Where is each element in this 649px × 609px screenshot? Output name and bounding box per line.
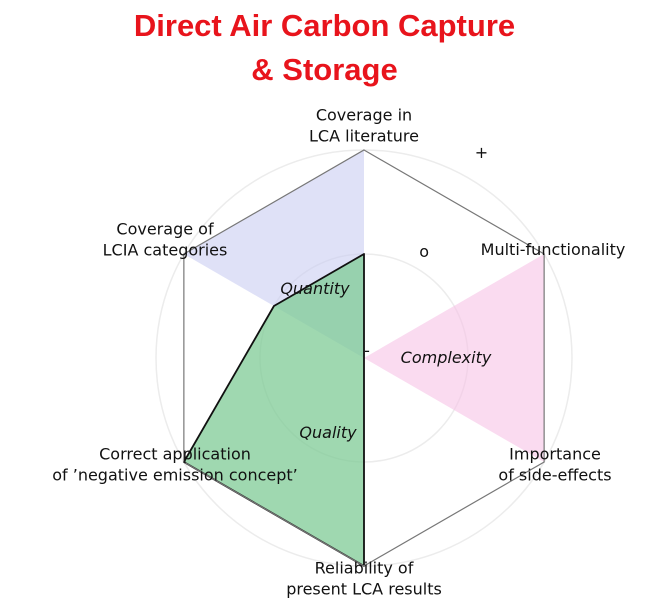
chart-title: Direct Air Carbon Capture & Storage	[133, 8, 516, 87]
r-tick-label: +	[475, 143, 488, 162]
series-label: Quantity	[280, 279, 350, 298]
axis-label: Reliability of present LCA results	[286, 559, 442, 599]
axis-label: Correct application of ’negative emission…	[52, 445, 298, 485]
axis-label: Importance of side-effects	[498, 445, 611, 485]
axis-label: Coverage of LCIA categories	[103, 220, 228, 260]
series-label: Quality	[299, 423, 357, 442]
r-tick-label: o	[419, 242, 429, 261]
r-tick-label: -	[364, 341, 370, 360]
axis-label: Multi-functionality	[481, 240, 626, 259]
series-label: Complexity	[401, 348, 492, 367]
axis-label: Coverage in LCA literature	[309, 106, 419, 146]
radar-area	[364, 254, 545, 462]
outer-frame	[183, 149, 545, 567]
